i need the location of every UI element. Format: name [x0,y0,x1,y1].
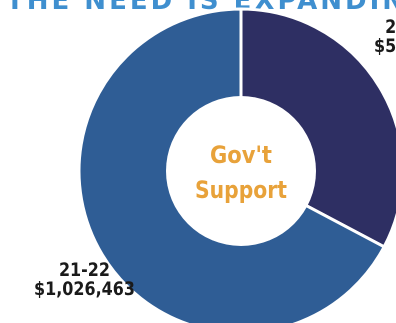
segment-value-label: $1,026,463 [34,278,135,300]
segment-label-21-22: 21-22 $1,026,463 [34,261,135,299]
segment-label-20-21: 2 $5 [374,18,396,56]
banner-heading: THE NEED IS EXPANDING [6,0,396,10]
segment-value-label: $5 [374,35,396,57]
segment-category-label: 21-22 [58,259,111,281]
center-label-line: Support [195,176,287,204]
donut-hole [166,96,316,246]
center-label-line: Gov't [210,141,272,169]
segment-category-label: 2 [385,16,396,38]
